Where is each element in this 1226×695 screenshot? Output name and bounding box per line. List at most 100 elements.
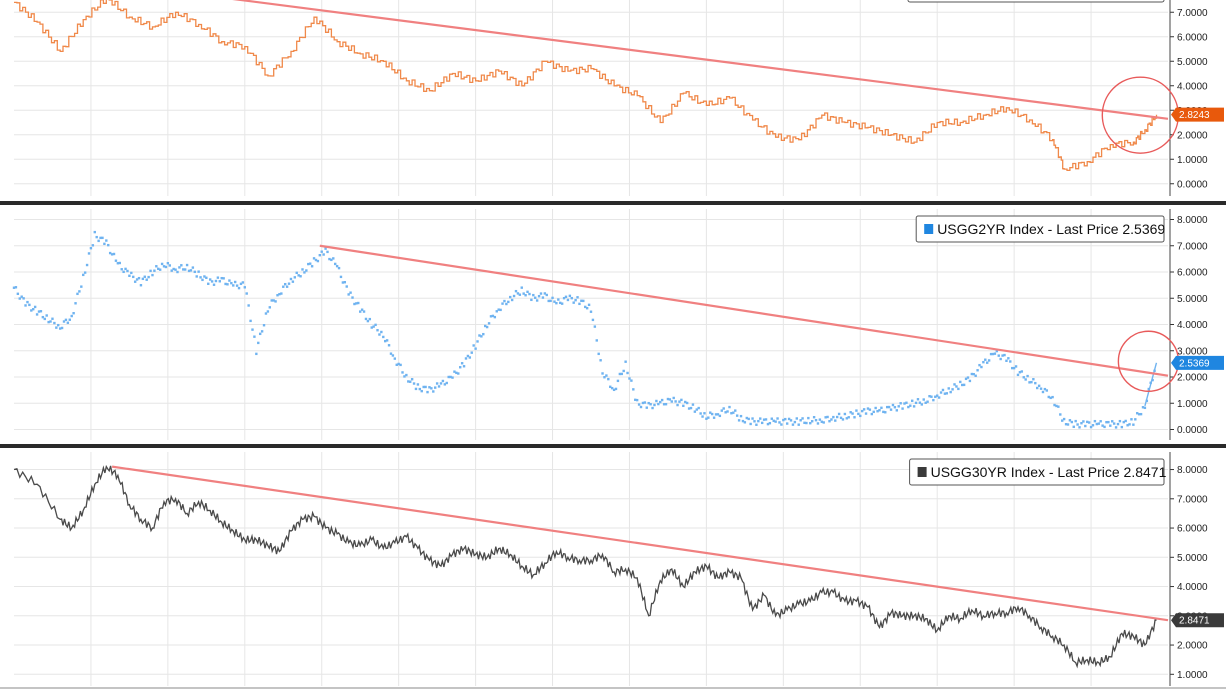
middle-data-point <box>68 318 71 321</box>
middle-data-point <box>530 298 533 302</box>
middle-data-point <box>1018 371 1022 374</box>
middle-data-point <box>151 273 154 277</box>
middle-data-point <box>158 268 162 271</box>
middle-data-point <box>212 283 216 286</box>
middle-data-point <box>345 285 348 288</box>
middle-data-point <box>1043 387 1047 391</box>
middle-data-point <box>687 407 691 410</box>
middle-data-point <box>1005 359 1008 362</box>
middle-data-point <box>141 277 145 281</box>
middle-data-point <box>810 420 814 423</box>
middle-data-point <box>635 398 639 402</box>
middle-data-point <box>118 261 121 265</box>
middle-series-tail <box>1144 362 1158 407</box>
middle-data-point <box>470 351 473 354</box>
middle-data-point <box>1112 422 1116 425</box>
middle-data-point <box>741 419 745 423</box>
middle-data-point <box>1116 422 1120 426</box>
middle-data-point <box>355 302 358 305</box>
middle-data-point <box>30 309 33 312</box>
middle-data-point <box>505 302 508 306</box>
middle-data-point <box>362 310 366 313</box>
middle-data-point <box>526 290 529 294</box>
middle-data-point <box>1086 420 1089 424</box>
middle-data-point <box>372 325 375 328</box>
middle-data-point <box>499 308 502 312</box>
middle-data-point <box>847 416 850 419</box>
bottom-y-tick-label: 4.0000 <box>1177 582 1208 593</box>
middle-data-point <box>878 409 881 412</box>
middle-data-point <box>566 298 570 302</box>
middle-data-point <box>868 408 872 411</box>
middle-data-point <box>160 262 164 266</box>
bottom-legend: USGG30YR Index - Last Price 2.8471 <box>909 458 1167 486</box>
middle-data-point <box>293 276 297 279</box>
middle-data-point <box>1003 353 1006 357</box>
middle-data-point <box>670 400 673 403</box>
middle-data-point <box>418 387 422 391</box>
middle-data-point <box>195 275 198 278</box>
middle-data-point <box>85 263 89 267</box>
middle-y-tick-label: 5.0000 <box>1177 294 1208 305</box>
bottom-y-tick-label: 6.0000 <box>1177 524 1208 535</box>
middle-data-point <box>962 383 966 387</box>
middle-data-point <box>957 387 960 391</box>
middle-data-point <box>114 259 118 262</box>
middle-data-point <box>393 357 397 360</box>
middle-data-point <box>443 383 447 386</box>
middle-data-point <box>226 283 229 286</box>
middle-data-point <box>901 407 904 410</box>
middle-data-point <box>937 396 941 399</box>
middle-data-point <box>201 278 204 282</box>
middle-data-point <box>1022 376 1025 379</box>
middle-data-point <box>668 398 672 401</box>
middle-data-point <box>876 410 879 413</box>
middle-data-point <box>1047 395 1050 399</box>
middle-data-point <box>664 402 668 406</box>
middle-data-point <box>939 391 943 394</box>
middle-data-point <box>584 305 587 309</box>
middle-data-point <box>403 375 406 378</box>
middle-data-point <box>860 409 864 413</box>
middle-data-point <box>122 270 125 274</box>
middle-data-point <box>280 292 283 295</box>
middle-data-point <box>153 269 156 272</box>
middle-data-point <box>233 280 237 284</box>
middle-data-point <box>343 281 347 284</box>
middle-data-point <box>162 265 166 268</box>
middle-data-point <box>585 307 589 310</box>
middle-data-point <box>389 352 393 355</box>
middle-data-point <box>1082 420 1085 423</box>
middle-data-point <box>1097 422 1100 425</box>
middle-data-point <box>909 404 912 407</box>
middle-data-point <box>210 280 214 283</box>
middle-data-point <box>1009 360 1012 363</box>
middle-data-point <box>603 376 606 379</box>
middle-data-point <box>349 291 352 294</box>
middle-data-point <box>837 412 841 416</box>
middle-data-point <box>224 282 227 286</box>
middle-data-point <box>335 264 339 268</box>
middle-data-point <box>128 274 131 277</box>
middle-data-point <box>274 300 277 303</box>
top-trendline <box>232 0 1169 120</box>
middle-data-point <box>1045 389 1049 392</box>
middle-data-point <box>32 308 35 311</box>
middle-data-point <box>116 262 120 265</box>
middle-data-point <box>1066 423 1070 426</box>
top-y-tick-label: 5.0000 <box>1177 57 1208 68</box>
middle-data-point <box>866 407 870 410</box>
middle-data-point <box>812 416 816 419</box>
middle-data-point <box>643 401 647 404</box>
middle-data-point <box>834 419 837 422</box>
middle-data-point <box>545 293 548 297</box>
middle-data-point <box>689 406 693 410</box>
middle-data-point <box>380 330 383 334</box>
bottom-y-tick-label: 1.0000 <box>1177 670 1208 681</box>
top-last-price-tag-text: 2.8243 <box>1179 110 1210 121</box>
middle-data-point <box>78 290 81 293</box>
middle-data-point <box>674 400 677 403</box>
middle-data-point <box>62 320 66 323</box>
middle-data-point <box>237 286 241 290</box>
middle-data-point <box>607 377 610 381</box>
